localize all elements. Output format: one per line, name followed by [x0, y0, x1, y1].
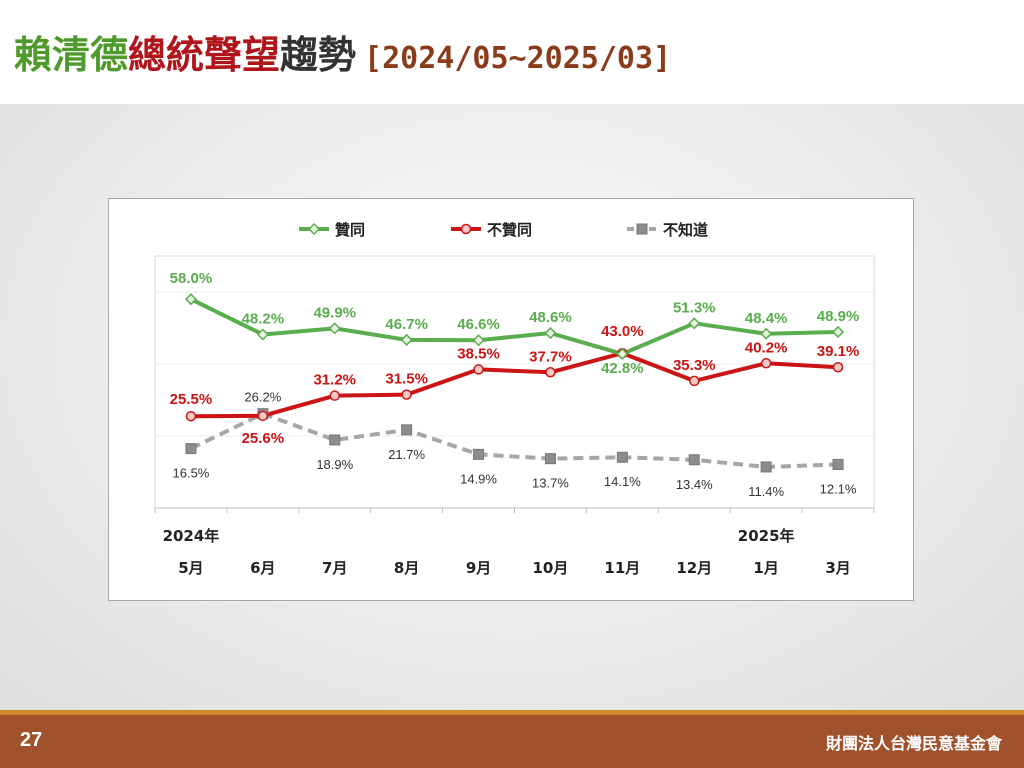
data-label: 16.5%	[173, 466, 210, 481]
data-label: 48.6%	[529, 309, 572, 326]
data-label: 13.7%	[532, 476, 569, 491]
data-label: 38.5%	[457, 345, 500, 362]
x-tick-label: 11月	[604, 559, 640, 577]
line-chart: 5月 6月 7月 8月 9月 10月 11月 12月 1月 3月 2024年 2025年 贊同 不贊同 不知…	[154, 221, 875, 577]
title-subject: 總統聲望	[128, 33, 281, 77]
x-tick-label: 8月	[394, 559, 419, 577]
data-point	[473, 448, 485, 460]
data-label: 43.0%	[601, 323, 644, 340]
data-label: 48.2%	[242, 310, 285, 327]
legend-label: 不知道	[663, 221, 708, 239]
data-point	[544, 326, 557, 340]
data-point	[400, 333, 413, 346]
data-point	[401, 389, 412, 400]
data-point	[832, 458, 844, 470]
x-tick-label: 6月	[250, 559, 275, 577]
legend-marker	[460, 223, 472, 235]
data-point	[473, 364, 484, 375]
legend-label: 贊同	[335, 221, 365, 239]
organization-name: 財團法人台灣民意基金會	[825, 734, 1002, 753]
footer-accent-line	[0, 710, 1024, 715]
data-label: 12.1%	[820, 481, 857, 496]
legend-marker	[307, 222, 321, 236]
year-label: 2025年	[738, 527, 795, 545]
data-point	[184, 293, 198, 306]
data-label: 14.1%	[604, 474, 641, 489]
x-tick-label: 5月	[178, 559, 203, 577]
data-label: 25.5%	[170, 391, 213, 408]
page-number: 27	[20, 729, 43, 751]
data-point	[831, 325, 845, 339]
data-point	[832, 361, 844, 373]
data-label: 14.9%	[460, 471, 497, 486]
year-label: 2024年	[163, 527, 220, 545]
data-label: 31.2%	[313, 372, 356, 389]
data-label: 37.7%	[529, 348, 572, 365]
data-label: 18.9%	[316, 457, 353, 472]
data-label: 51.3%	[673, 299, 716, 316]
data-label: 25.6%	[242, 430, 285, 447]
data-label: 35.3%	[673, 357, 716, 374]
data-point	[185, 443, 197, 455]
data-label: 58.0%	[170, 270, 213, 287]
data-point	[760, 327, 773, 340]
data-label: 40.2%	[745, 339, 788, 356]
data-point	[616, 451, 628, 463]
data-point	[689, 375, 700, 387]
data-point	[401, 424, 413, 436]
data-label: 31.5%	[385, 371, 428, 388]
legend-marker	[636, 223, 648, 235]
data-label: 48.9%	[817, 308, 860, 325]
x-tick-label: 9月	[466, 559, 491, 577]
data-point	[328, 322, 341, 335]
data-label: 46.6%	[457, 316, 500, 333]
data-label: 11.4%	[748, 484, 784, 499]
footer-bar: 27 財團法人台灣民意基金會	[0, 715, 1024, 768]
data-point	[329, 434, 341, 446]
x-tick-label: 10月	[533, 559, 569, 577]
title-date-range: [2024/05~2025/03]	[364, 41, 672, 76]
data-label: 46.7%	[385, 316, 428, 333]
x-tick-label: 7月	[322, 559, 347, 577]
slide-title: 賴清德總統聲望趨勢 [2024/05~2025/03]	[14, 24, 671, 79]
title-bar: 賴清德總統聲望趨勢 [2024/05~2025/03]	[0, 0, 1024, 104]
data-label: 48.4%	[745, 310, 788, 327]
data-label: 26.2%	[244, 390, 281, 405]
data-point	[760, 461, 772, 473]
series-line	[190, 351, 839, 419]
data-point	[544, 453, 556, 465]
title-trend: 趨勢	[280, 33, 357, 77]
data-label: 13.4%	[676, 477, 713, 492]
data-label: 39.1%	[817, 343, 860, 360]
legend-label: 不贊同	[487, 221, 532, 239]
data-point	[545, 367, 556, 378]
data-point	[256, 328, 269, 341]
series-line	[190, 297, 839, 356]
x-tick-label: 1月	[753, 559, 778, 577]
data-point	[760, 358, 772, 369]
x-tick-label: 3月	[825, 559, 850, 577]
chart-container: 5月 6月 7月 8月 9月 10月 11月 12月 1月 3月 2024年 2025年 贊同 不贊同 不知…	[108, 198, 914, 601]
data-point	[329, 390, 340, 401]
data-point	[616, 347, 629, 360]
data-point	[688, 454, 700, 466]
data-point	[185, 410, 197, 422]
data-point	[688, 317, 701, 330]
data-label: 49.9%	[313, 304, 356, 321]
title-name: 賴清德	[14, 33, 129, 77]
data-label: 21.7%	[388, 447, 425, 462]
x-tick-label: 12月	[676, 559, 712, 577]
data-point	[257, 410, 269, 422]
series-line	[190, 411, 839, 469]
data-point	[472, 334, 485, 347]
data-label: 42.8%	[601, 360, 644, 377]
